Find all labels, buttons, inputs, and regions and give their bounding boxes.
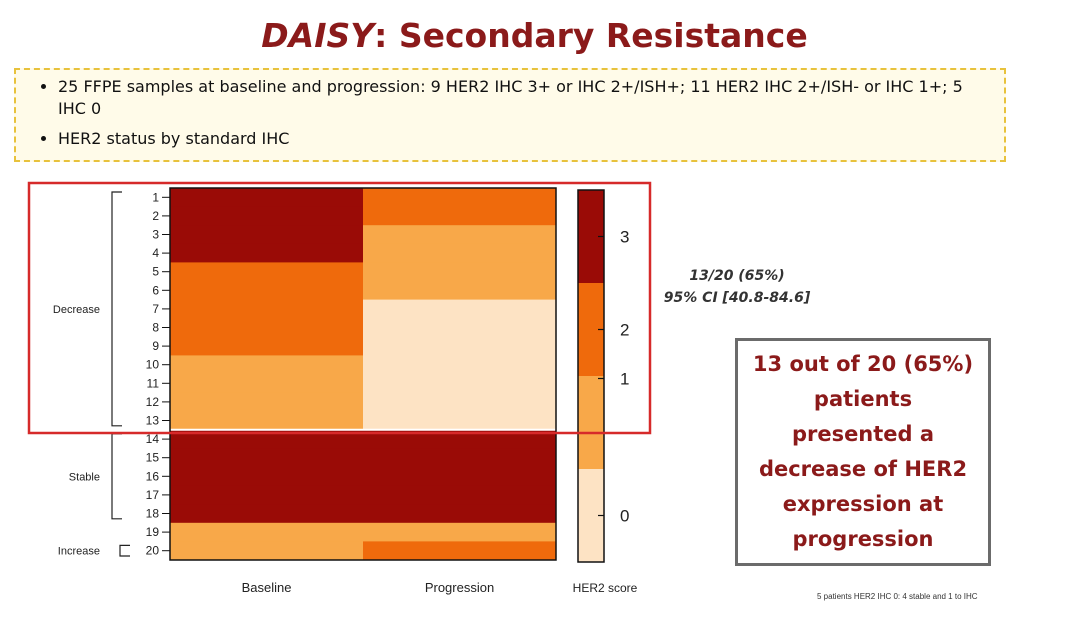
y-tick-label-8: 8 [152,321,159,335]
y-tick-label-18: 18 [146,507,160,521]
cell-progression-6 [363,281,556,301]
cell-baseline-13 [170,411,363,431]
cell-baseline-5 [170,262,363,282]
cell-progression-4 [363,243,556,263]
cell-baseline-19 [170,522,363,542]
study-info-box: 25 FFPE samples at baseline and progress… [14,68,1006,162]
x-tick-label-baseline: Baseline [242,580,292,595]
cell-baseline-15 [170,448,363,468]
callout-text: 13 out of 20 (65%) patients presented a … [752,352,974,551]
y-tick-label-19: 19 [146,525,160,539]
colorbar-tick-2: 2 [620,321,629,340]
cell-progression-11 [363,374,556,394]
cell-progression-16 [363,467,556,487]
group-label-decrease: Decrease [53,304,100,316]
group-label-stable: Stable [69,471,100,483]
y-tick-label-15: 15 [146,451,160,465]
cell-baseline-16 [170,467,363,487]
slide-title: DAISY: Secondary Resistance [0,16,1069,55]
cell-baseline-8 [170,318,363,338]
cell-baseline-18 [170,504,363,524]
cell-baseline-6 [170,281,363,301]
y-tick-label-14: 14 [146,432,160,446]
cell-progression-20 [363,541,556,561]
y-tick-label-3: 3 [152,228,159,242]
y-tick-label-5: 5 [152,265,159,279]
y-tick-label-2: 2 [152,209,159,223]
cell-progression-1 [363,188,556,208]
cell-baseline-10 [170,355,363,375]
cell-baseline-17 [170,485,363,505]
cell-progression-2 [363,206,556,226]
colorbar-tick-3: 3 [620,228,629,247]
colorbar-frame [577,189,605,563]
bullet-samples: 25 FFPE samples at baseline and progress… [58,76,992,120]
colorbar-label: HER2 score [573,581,638,595]
bracket-decrease [111,191,122,427]
cell-baseline-12 [170,392,363,412]
cell-progression-8 [363,318,556,338]
y-tick-label-4: 4 [152,246,159,260]
y-tick-label-17: 17 [146,488,160,502]
x-tick-label-progression: Progression [425,580,494,595]
bracket-increase [119,544,130,557]
y-tick-label-9: 9 [152,339,159,353]
y-tick-label-16: 16 [146,469,160,483]
cell-progression-15 [363,448,556,468]
decrease-highlight-box [27,181,652,435]
cell-baseline-20 [170,541,363,561]
cell-progression-3 [363,225,556,245]
cell-progression-12 [363,392,556,412]
cell-progression-18 [363,504,556,524]
stat-proportion: 13/20 (65%) [689,268,785,284]
group-label-increase: Increase [58,546,100,558]
cell-baseline-2 [170,206,363,226]
cell-progression-19 [363,522,556,542]
cell-progression-5 [363,262,556,282]
cell-baseline-4 [170,243,363,263]
colorbar-segment-score1 [578,376,604,470]
title-rest: : Secondary Resistance [374,16,808,55]
cell-baseline-7 [170,299,363,319]
y-tick-label-1: 1 [152,190,159,204]
y-tick-label-7: 7 [152,302,159,316]
stat-ci: 95% CI [40.8-84.6] [663,290,811,306]
cell-progression-10 [363,355,556,375]
colorbar-tick-0: 0 [620,507,629,526]
y-tick-label-11: 11 [147,376,160,390]
y-tick-label-6: 6 [152,283,159,297]
colorbar-tick-1: 1 [620,370,629,389]
y-tick-label-10: 10 [146,358,160,372]
cell-progression-13 [363,411,556,431]
cell-baseline-3 [170,225,363,245]
y-tick-label-20: 20 [146,544,160,558]
cell-baseline-1 [170,188,363,208]
y-tick-label-13: 13 [146,414,160,428]
cell-baseline-11 [170,374,363,394]
cell-progression-7 [363,299,556,319]
cell-progression-9 [363,336,556,356]
bracket-stable [111,433,122,520]
y-tick-label-12: 12 [146,395,160,409]
heatmap-frame [169,187,557,561]
footnote: 5 patients HER2 IHC 0: 4 stable and 1 to… [817,592,978,601]
cell-baseline-9 [170,336,363,356]
title-italic: DAISY [261,16,375,55]
bullet-her2-status: HER2 status by standard IHC [58,128,992,150]
cell-baseline-14 [170,429,363,449]
cell-progression-14 [363,429,556,449]
callout-box: 13 out of 20 (65%) patients presented a … [735,338,991,566]
cell-progression-17 [363,485,556,505]
